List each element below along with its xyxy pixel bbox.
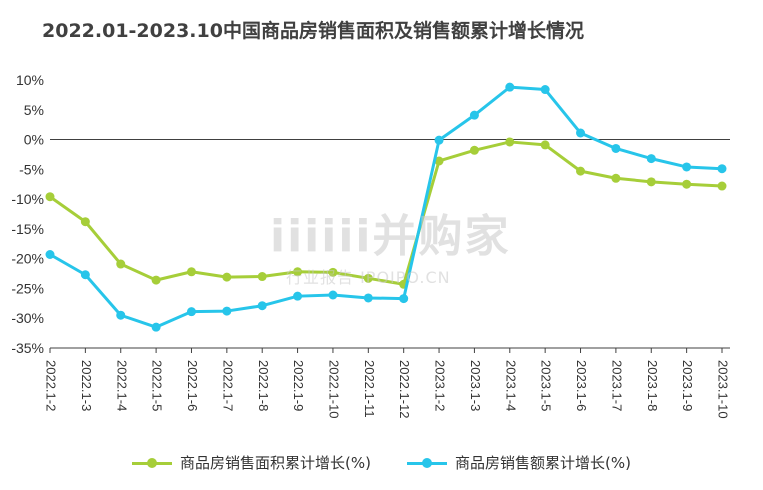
data-point-1 xyxy=(222,306,232,316)
x-tick-label: 2023.1-6 xyxy=(574,360,589,411)
data-point-1 xyxy=(257,301,267,311)
data-point-0 xyxy=(434,156,444,166)
x-tick-label: 2022.1-3 xyxy=(79,360,94,411)
x-tick-label: 2022.1-12 xyxy=(397,360,412,419)
data-point-0 xyxy=(505,137,515,147)
data-point-0 xyxy=(540,140,550,150)
x-tick-label: 2023.1-2 xyxy=(433,360,448,411)
data-point-0 xyxy=(363,273,373,283)
data-point-0 xyxy=(328,267,338,277)
data-point-1 xyxy=(45,249,55,259)
legend-item-area: 商品房销售面积累计增长(%) xyxy=(132,452,371,473)
x-tick-label: 2023.1-7 xyxy=(609,360,624,411)
x-tick-label: 2022.1-8 xyxy=(256,360,271,411)
x-tick-label: 2022.1-7 xyxy=(220,360,235,411)
data-point-1 xyxy=(399,294,409,304)
legend-swatch-sales xyxy=(407,457,447,468)
data-point-1 xyxy=(469,110,479,120)
x-tick-label: 2022.1-5 xyxy=(150,360,165,411)
y-tick-label: 0% xyxy=(24,132,44,148)
x-tick-label: 2023.1-10 xyxy=(716,360,731,419)
chart-title: 2022.01-2023.10中国商品房销售面积及销售额累计增长情况 xyxy=(42,20,584,42)
data-point-0 xyxy=(576,166,586,176)
data-point-0 xyxy=(186,267,196,277)
legend-swatch-area xyxy=(132,457,173,468)
data-point-1 xyxy=(116,310,126,320)
y-tick-label: -30% xyxy=(11,310,44,326)
data-point-0 xyxy=(717,181,727,191)
legend-item-sales: 商品房销售额累计增长(%) xyxy=(407,452,631,473)
x-tick-label: 2022.1-9 xyxy=(291,360,306,411)
y-tick-label: 10% xyxy=(16,72,44,88)
data-point-1 xyxy=(646,154,656,164)
y-tick-label: -25% xyxy=(11,280,44,296)
y-tick-label: -10% xyxy=(11,191,44,207)
data-point-0 xyxy=(293,267,303,277)
legend-label-area: 商品房销售面积累计增长(%) xyxy=(180,454,371,472)
x-tick-label: 2022.1-10 xyxy=(327,360,342,419)
data-point-0 xyxy=(151,275,161,285)
y-tick-label: -15% xyxy=(11,221,44,237)
line-chart: 10%5%0%-5%-10%-15%-20%-25%-30%-35%2022.1… xyxy=(11,72,731,419)
data-point-1 xyxy=(80,270,90,280)
y-tick-label: -20% xyxy=(11,251,44,267)
data-point-1 xyxy=(540,85,550,95)
x-tick-label: 2023.1-4 xyxy=(503,360,518,411)
data-point-1 xyxy=(576,128,586,138)
data-point-0 xyxy=(45,192,55,202)
data-point-0 xyxy=(222,272,232,282)
data-point-0 xyxy=(646,177,656,187)
data-point-0 xyxy=(611,173,621,183)
data-point-1 xyxy=(434,135,444,145)
x-tick-label: 2022.1-11 xyxy=(362,360,377,418)
y-tick-label: -5% xyxy=(19,161,44,177)
x-tick-label: 2023.1-5 xyxy=(539,360,554,411)
legend: 商品房销售面积累计增长(%) 商品房销售额累计增长(%) xyxy=(0,452,763,473)
y-tick-label: 5% xyxy=(24,102,44,118)
x-tick-label: 2023.1-3 xyxy=(468,360,483,411)
y-tick-label: -35% xyxy=(11,340,44,356)
data-point-0 xyxy=(116,259,126,269)
x-tick-label: 2023.1-8 xyxy=(645,360,660,411)
legend-label-sales: 商品房销售额累计增长(%) xyxy=(455,454,631,472)
data-point-1 xyxy=(151,322,161,332)
series-line-0 xyxy=(49,140,723,286)
data-point-0 xyxy=(469,145,479,155)
x-tick-label: 2022.1-2 xyxy=(44,360,59,411)
data-point-1 xyxy=(186,307,196,317)
x-tick-label: 2022.1-4 xyxy=(114,360,129,411)
data-point-1 xyxy=(611,143,621,153)
data-point-1 xyxy=(682,162,692,172)
data-point-1 xyxy=(717,164,727,174)
data-point-0 xyxy=(682,179,692,189)
data-point-0 xyxy=(80,217,90,227)
data-point-1 xyxy=(505,82,515,92)
data-point-0 xyxy=(257,272,267,282)
data-point-1 xyxy=(363,293,373,303)
data-point-1 xyxy=(328,290,338,300)
x-tick-label: 2022.1-6 xyxy=(185,360,200,411)
data-point-1 xyxy=(293,291,303,301)
x-tick-label: 2023.1-9 xyxy=(680,360,695,411)
series-line-1 xyxy=(49,85,723,329)
